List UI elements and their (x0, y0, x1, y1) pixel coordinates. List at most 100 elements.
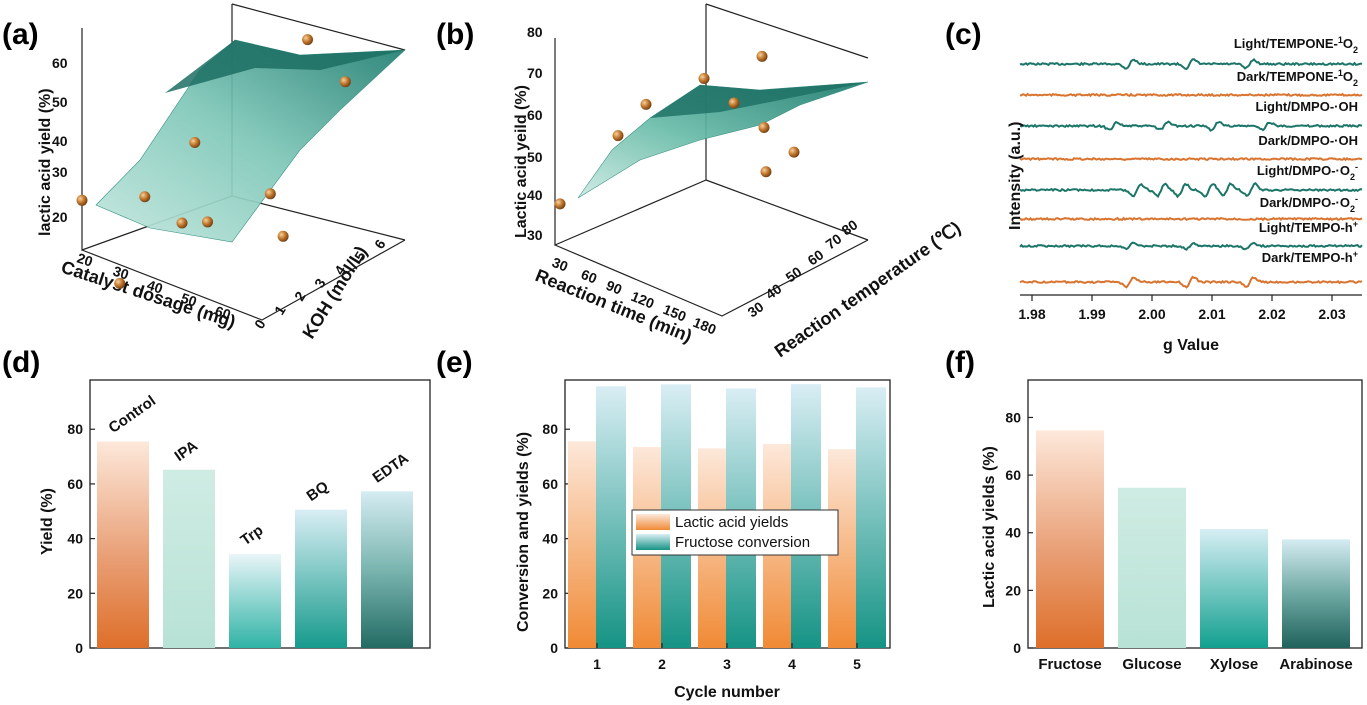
sphere-point (139, 191, 151, 203)
sphere-point (640, 98, 652, 110)
sphere-point (756, 50, 768, 62)
x-tick-label: 3 (723, 656, 731, 672)
y-tick-label: 40 (542, 531, 558, 547)
a-x-tick: 30 (111, 263, 131, 283)
x-tick-label: Arabinose (1279, 656, 1352, 673)
e-x-axis-label: Cycle number (674, 684, 780, 701)
c-x-tick-label: 2.01 (1198, 306, 1225, 322)
x-tick-label: Glucose (1122, 656, 1181, 673)
x-tick-label: Xylose (1210, 656, 1258, 673)
y-tick-label: 80 (67, 421, 83, 437)
b-floor-back-edge (705, 179, 869, 241)
f-y-axis-label: Lactic acid yields (%) (981, 446, 998, 608)
sphere-point (114, 277, 126, 289)
b-z-tick: 40 (527, 187, 543, 203)
bar-label: Trp (238, 522, 267, 549)
sphere-point (339, 76, 351, 88)
sphere-point (728, 97, 740, 109)
y-tick-label: 80 (542, 421, 558, 437)
sphere-point (76, 194, 88, 206)
e-legend-swatch-yield (636, 514, 670, 530)
b-y-tick: 30 (745, 298, 767, 320)
y-tick-label: 0 (550, 640, 558, 656)
a-z-tick: 60 (52, 55, 68, 71)
y-tick-label: 40 (1005, 525, 1021, 541)
b-data-points (554, 50, 800, 210)
c-x-axis-label: g Value (1163, 337, 1219, 354)
bar-label: IPA (172, 437, 201, 465)
bar-conversion (596, 386, 626, 648)
c-spectrum-label: Light/TEMPONE-1O2 (1234, 35, 1358, 55)
y-tick-label: 20 (542, 585, 558, 601)
x-tick-label: 4 (788, 656, 796, 672)
c-spectrum-line (1019, 216, 1363, 222)
panel-label-d: (d) (2, 346, 40, 379)
x-tick-label: 5 (853, 656, 861, 672)
panel-label-b: (b) (436, 18, 474, 51)
b-z-tick: 70 (527, 65, 543, 81)
c-x-tick-label: 2.02 (1258, 306, 1285, 322)
sphere-point (189, 137, 201, 149)
bar-label: Control (106, 392, 159, 437)
a-top-edge (231, 3, 406, 51)
bar (361, 491, 413, 648)
sphere-point (176, 217, 188, 229)
b-x-tick: 60 (579, 266, 600, 287)
c-spectrum-line (1019, 182, 1363, 199)
b-z-axis-label: Lactic acid yeild (%) (513, 85, 530, 238)
bar-label: EDTA (370, 450, 412, 487)
b-z-tick: 80 (527, 24, 543, 40)
sphere-point (760, 166, 772, 178)
b-y-tick: 80 (839, 216, 861, 238)
c-x-tick-label: 2.00 (1138, 306, 1165, 322)
c-x-tick-label: 1.99 (1078, 306, 1105, 322)
a-x-tick: 50 (179, 290, 199, 310)
b-y-axis-label: Reaction temperature (℃) (771, 217, 965, 361)
b-z-tick: 60 (527, 107, 543, 123)
a-x-tick: 60 (213, 303, 233, 323)
c-spectrum-line (1019, 275, 1363, 289)
y-tick-label: 60 (542, 476, 558, 492)
b-x-tick: 30 (550, 254, 571, 275)
b-x-tick: 180 (691, 314, 719, 338)
c-spectrum-label: Dark/DMPO-·OH (1258, 133, 1358, 148)
a-data-points (76, 34, 351, 289)
y-tick-label: 60 (1005, 467, 1021, 483)
c-spectrum-label: Light/DMPO-·OH (1255, 99, 1358, 114)
e-legend: Lactic acid yields Fructose conversion (631, 509, 839, 556)
b-z-tick: 30 (527, 227, 543, 243)
c-x-ticks: 1.98 1.99 2.00 2.01 2.02 2.03 (1018, 295, 1346, 322)
panel-label-c: (c) (945, 18, 982, 51)
c-spectrum-label: Light/DMPO-·O2- (1257, 162, 1358, 182)
y-tick-label: 60 (67, 476, 83, 492)
x-tick-label: 2 (658, 656, 666, 672)
bar (1200, 528, 1268, 648)
c-x-tick-label: 1.98 (1018, 306, 1045, 322)
bar (295, 509, 347, 648)
bar (229, 553, 281, 648)
plot-frame (1027, 379, 1363, 649)
c-spectrum-label: Light/TEMPO-h+ (1259, 219, 1358, 235)
c-spectrum-label: Dark/TEMPO-h+ (1262, 249, 1358, 265)
a-x-tick: 40 (145, 277, 165, 297)
panel-a-3d-surface: 20 30 40 50 60 lactic acid yield (%) 20 … (37, 3, 406, 342)
bar-label: BQ (304, 478, 332, 505)
e-legend-swatch-conversion (636, 534, 670, 550)
sphere-point (264, 188, 276, 200)
a-y-axis-label: KOH (mol/L) (298, 242, 371, 342)
c-x-tick-label: 2.03 (1318, 306, 1345, 322)
bar-conversion (856, 387, 886, 648)
a-surface-ridge (165, 40, 405, 93)
sphere-point (698, 72, 710, 84)
bar (1036, 430, 1104, 648)
b-y-tick: 60 (805, 246, 827, 268)
y-tick-label: 20 (67, 585, 83, 601)
c-spectrum-line (1019, 120, 1363, 132)
b-surface-ridge (650, 82, 868, 118)
c-spectrum-line (1019, 241, 1363, 251)
sphere-point (302, 34, 314, 46)
a-z-axis-label: lactic acid yield (%) (37, 88, 54, 236)
e-legend-label-conversion: Fructose conversion (675, 534, 810, 551)
a-x-tick: 20 (75, 250, 95, 270)
y-tick-label: 40 (67, 531, 83, 547)
